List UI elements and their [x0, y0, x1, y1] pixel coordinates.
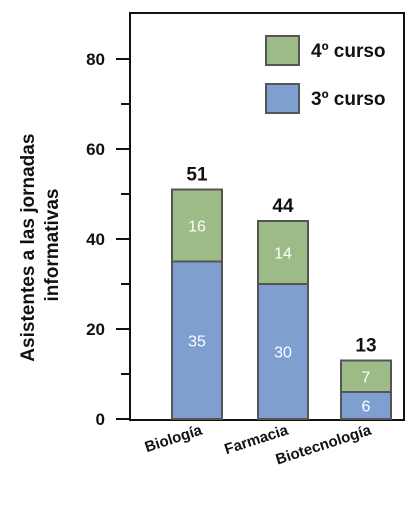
- bar-value-label: 16: [188, 219, 206, 236]
- y-tick-label: 0: [96, 410, 105, 429]
- legend: 4º curso 3º curso: [265, 35, 386, 114]
- y-tick-label: 60: [86, 140, 105, 159]
- bar-segment-cuarto-0: [171, 188, 223, 263]
- x-category-label: Biología: [143, 421, 205, 456]
- legend-label: 4º curso: [311, 41, 386, 62]
- bar-value-label: 35: [188, 333, 206, 350]
- bar-segment-cuarto-1: [257, 220, 309, 285]
- y-tick-label: 80: [86, 50, 105, 69]
- y-tick-label: 40: [86, 230, 105, 249]
- bar-total-label: 44: [272, 196, 294, 217]
- bar-value-label: 7: [362, 369, 371, 386]
- legend-swatch: [265, 83, 300, 114]
- y-axis-label: Asistentes a las jornadas informativas: [18, 128, 63, 361]
- bar-segment-tercero-0: [171, 260, 223, 420]
- y-axis: 0 20 40 60 80: [86, 50, 130, 429]
- bar-total-label: 51: [186, 165, 208, 186]
- x-category-label: Biotecnología: [274, 421, 374, 468]
- y-axis-label-line-1: Asistentes a las jornadas: [18, 134, 39, 362]
- bar-value-label: 14: [274, 246, 292, 263]
- bar-segment-tercero-2: [340, 391, 392, 420]
- bar-value-label: 6: [362, 399, 371, 416]
- legend-swatch: [265, 35, 300, 66]
- bar-total-label: 13: [355, 336, 376, 357]
- bar-value-label: 30: [274, 345, 292, 362]
- y-tick-label: 20: [86, 320, 105, 339]
- y-axis-label-line-2: informativas: [42, 189, 63, 302]
- bars: 35 16 51 30 14 44 6 7 13: [171, 165, 392, 420]
- bar-segment-cuarto-2: [340, 359, 392, 393]
- legend-label: 3º curso: [311, 89, 386, 110]
